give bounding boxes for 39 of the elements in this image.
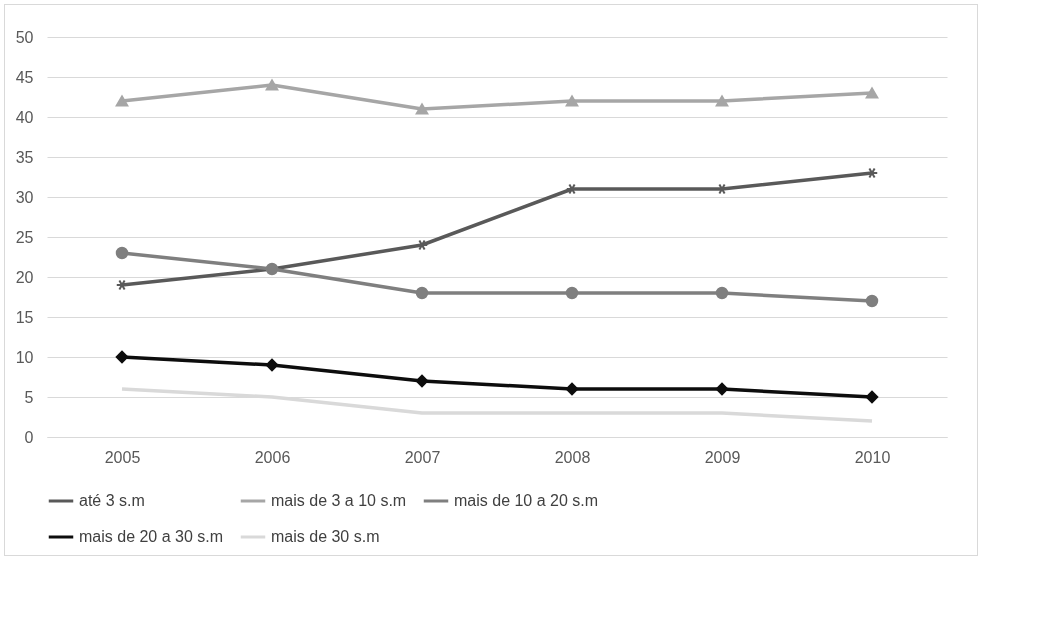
point	[415, 374, 429, 388]
legend-label: mais de 10 a 20 s.m	[454, 492, 599, 509]
point	[565, 95, 579, 107]
point	[565, 286, 579, 300]
x-tick-label: 2009	[704, 448, 741, 466]
x-tick-label: 2005	[104, 448, 141, 466]
legend-label: até 3 s.m	[79, 492, 145, 509]
y-tick-label: 25	[15, 228, 34, 246]
point	[415, 286, 429, 300]
y-tick-label: 45	[15, 68, 34, 86]
y-tick-label: 35	[15, 148, 34, 166]
point	[715, 382, 729, 396]
legend-label: mais de 3 a 10 s.m	[271, 492, 407, 509]
point	[715, 286, 729, 300]
point	[265, 358, 279, 372]
point	[565, 382, 579, 396]
point	[865, 294, 879, 308]
x-tick-label: 2010	[854, 448, 891, 466]
y-tick-label: 20	[15, 268, 34, 286]
point	[115, 246, 129, 260]
point	[115, 350, 129, 364]
point	[715, 95, 729, 107]
legend-label: mais de 30 s.m	[271, 528, 380, 545]
legend-label: mais de 20 a 30 s.m	[79, 528, 224, 545]
point	[415, 103, 429, 115]
y-tick-label: 40	[15, 108, 34, 126]
y-tick-label: 10	[15, 348, 34, 366]
y-tick-label: 50	[15, 28, 34, 46]
y-tick-label: 30	[15, 188, 34, 206]
x-tick-label: 2007	[404, 448, 441, 466]
point	[865, 87, 879, 99]
point	[865, 390, 879, 404]
point	[265, 79, 279, 91]
x-tick-label: 2006	[254, 448, 291, 466]
y-tick-label: 5	[24, 388, 34, 406]
point	[115, 95, 129, 107]
x-tick-label: 2008	[554, 448, 591, 466]
y-tick-label: 0	[24, 428, 34, 446]
y-tick-label: 15	[15, 308, 34, 326]
